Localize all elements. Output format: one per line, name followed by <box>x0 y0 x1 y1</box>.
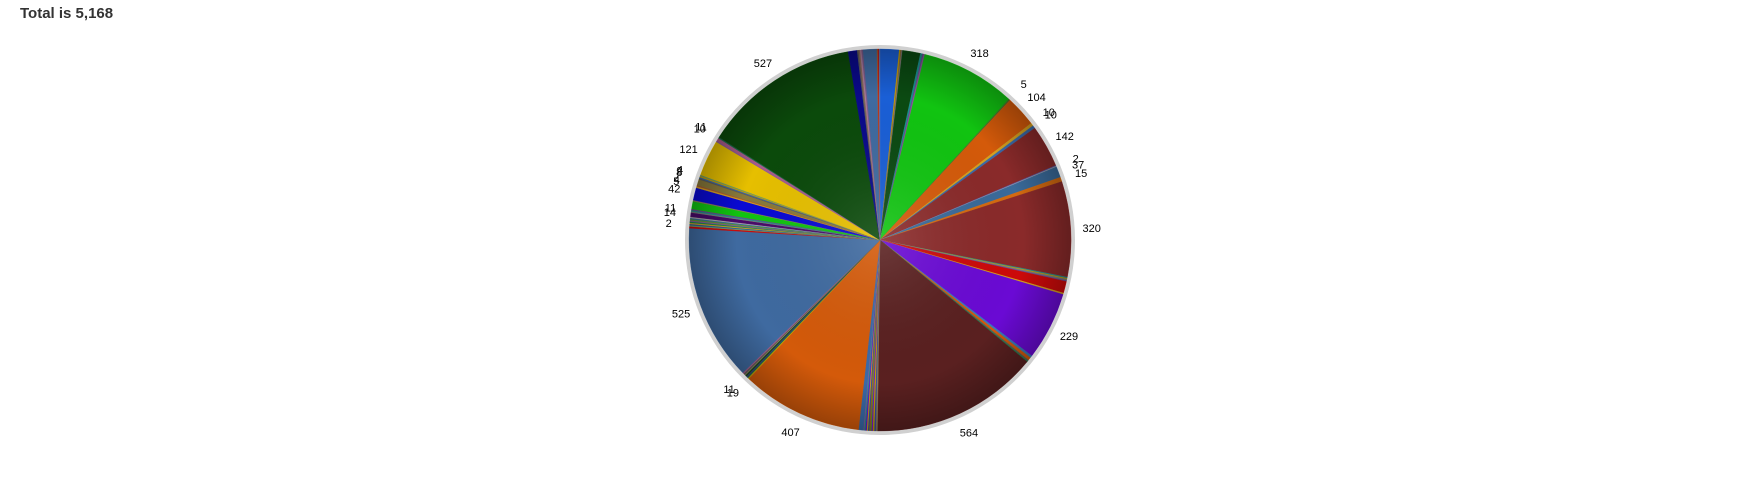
slice-label-69: 4 <box>674 175 680 187</box>
slice-label-17: 15 <box>1075 168 1087 180</box>
slice-label-43: 407 <box>781 427 799 439</box>
slice-label-13: 142 <box>1056 131 1074 143</box>
slice-label-16: 37 <box>1072 160 1084 172</box>
slice-label-45: 19 <box>727 388 739 400</box>
slice-label-25: 229 <box>1060 331 1078 343</box>
slice-label-63: 11 <box>665 203 676 215</box>
slice-label-30: 564 <box>960 427 978 439</box>
slice-label-10: 104 <box>1027 92 1045 104</box>
pie-labels: 3185104101014223715320229564407191152521… <box>664 48 1101 439</box>
slice-label-75: 121 <box>679 144 697 156</box>
slice-label-68: 5 <box>673 176 679 188</box>
pie-slices <box>688 48 1072 432</box>
slice-label-78: 11 <box>695 121 706 133</box>
slice-label-67: 42 <box>668 184 680 196</box>
slice-label-79: 527 <box>754 58 772 70</box>
slice-label-77: 10 <box>694 123 706 135</box>
slice-label-72: 2 <box>677 166 683 178</box>
slice-label-54: 2 <box>666 218 672 230</box>
slice-label-51: 525 <box>672 308 690 320</box>
slice-label-8: 318 <box>970 48 988 60</box>
slice-label-11: 10 <box>1043 107 1055 119</box>
slice-label-73: 4 <box>677 165 683 177</box>
slice-label-61: 14 <box>664 207 676 219</box>
slice-label-49: 11 <box>723 384 734 396</box>
slice-label-18: 320 <box>1083 223 1101 235</box>
slice-label-9: 5 <box>1021 79 1027 91</box>
slice-label-71: 8 <box>676 167 682 179</box>
slice-label-12: 10 <box>1045 110 1057 122</box>
chart-total-label: Total is 5,168 <box>20 5 114 22</box>
slice-label-15: 2 <box>1073 154 1079 166</box>
